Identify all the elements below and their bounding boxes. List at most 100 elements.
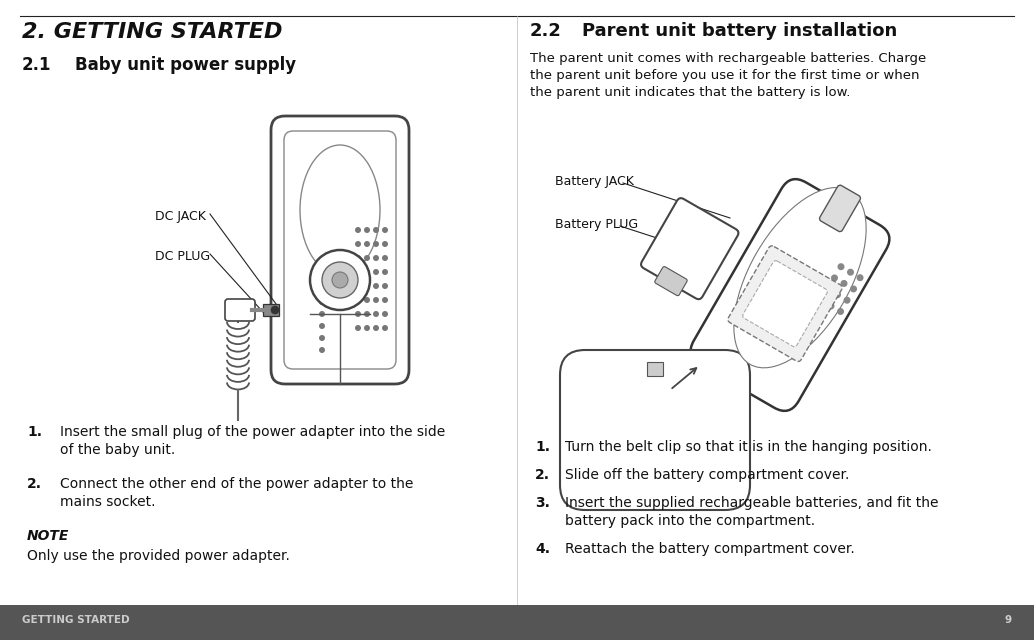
Circle shape	[355, 255, 361, 261]
Text: Insert the small plug of the power adapter into the side: Insert the small plug of the power adapt…	[60, 425, 446, 439]
Circle shape	[364, 227, 370, 233]
FancyBboxPatch shape	[225, 299, 255, 321]
Text: 2.: 2.	[27, 477, 42, 491]
FancyBboxPatch shape	[691, 179, 889, 411]
Circle shape	[382, 325, 388, 331]
Circle shape	[382, 269, 388, 275]
Circle shape	[373, 255, 379, 261]
Circle shape	[847, 269, 854, 276]
Circle shape	[382, 255, 388, 261]
Circle shape	[322, 262, 358, 298]
Circle shape	[373, 311, 379, 317]
Circle shape	[831, 275, 838, 282]
Bar	[647, 362, 663, 376]
Circle shape	[373, 227, 379, 233]
Text: Only use the provided power adapter.: Only use the provided power adapter.	[27, 549, 290, 563]
Circle shape	[824, 285, 831, 292]
FancyBboxPatch shape	[655, 266, 688, 296]
Text: 1.: 1.	[27, 425, 42, 439]
Text: 2.: 2.	[535, 468, 550, 482]
Circle shape	[364, 325, 370, 331]
Text: 3.: 3.	[535, 496, 550, 510]
Text: Slide off the battery compartment cover.: Slide off the battery compartment cover.	[565, 468, 849, 482]
Text: DC PLUG: DC PLUG	[155, 250, 210, 263]
Circle shape	[364, 311, 370, 317]
Text: DC JACK: DC JACK	[155, 210, 206, 223]
Text: Turn the belt clip so that it is in the hanging position.: Turn the belt clip so that it is in the …	[565, 440, 932, 454]
Circle shape	[355, 283, 361, 289]
Circle shape	[355, 311, 361, 317]
FancyBboxPatch shape	[742, 260, 827, 347]
Circle shape	[373, 283, 379, 289]
Circle shape	[856, 274, 863, 281]
Text: NOTE: NOTE	[27, 529, 69, 543]
FancyBboxPatch shape	[641, 198, 738, 300]
Text: 1.: 1.	[535, 440, 550, 454]
Text: the parent unit indicates that the battery is low.: the parent unit indicates that the batte…	[530, 86, 850, 99]
Text: GETTING STARTED: GETTING STARTED	[22, 615, 129, 625]
Ellipse shape	[300, 145, 381, 275]
Bar	[263, 304, 279, 316]
Circle shape	[355, 241, 361, 247]
Circle shape	[320, 323, 325, 329]
Text: Battery PLUG: Battery PLUG	[555, 218, 638, 231]
Text: battery pack into the compartment.: battery pack into the compartment.	[565, 514, 815, 528]
Text: Connect the other end of the power adapter to the: Connect the other end of the power adapt…	[60, 477, 414, 491]
Circle shape	[320, 311, 325, 317]
Circle shape	[382, 297, 388, 303]
Circle shape	[373, 325, 379, 331]
Circle shape	[841, 280, 848, 287]
Circle shape	[355, 227, 361, 233]
Circle shape	[332, 272, 348, 288]
Circle shape	[364, 269, 370, 275]
Text: 2. GETTING STARTED: 2. GETTING STARTED	[22, 22, 282, 42]
Circle shape	[364, 241, 370, 247]
Circle shape	[382, 283, 388, 289]
FancyBboxPatch shape	[284, 131, 396, 369]
Circle shape	[355, 269, 361, 275]
Circle shape	[382, 311, 388, 317]
Text: mains socket.: mains socket.	[60, 495, 155, 509]
FancyBboxPatch shape	[560, 350, 750, 510]
Circle shape	[373, 297, 379, 303]
Circle shape	[355, 325, 361, 331]
Circle shape	[364, 255, 370, 261]
Circle shape	[310, 250, 370, 310]
Text: Baby unit power supply: Baby unit power supply	[75, 56, 296, 74]
Text: of the baby unit.: of the baby unit.	[60, 443, 175, 457]
Circle shape	[834, 291, 841, 298]
Circle shape	[320, 335, 325, 341]
Text: 2.2: 2.2	[530, 22, 561, 40]
Circle shape	[355, 297, 361, 303]
Text: The parent unit comes with rechargeable batteries. Charge: The parent unit comes with rechargeable …	[530, 52, 926, 65]
Circle shape	[818, 297, 825, 304]
Text: Battery JACK: Battery JACK	[555, 175, 634, 188]
FancyBboxPatch shape	[819, 185, 860, 232]
Text: Insert the supplied rechargeable batteries, and fit the: Insert the supplied rechargeable batteri…	[565, 496, 939, 510]
Circle shape	[373, 241, 379, 247]
Circle shape	[320, 347, 325, 353]
FancyBboxPatch shape	[271, 116, 409, 384]
Circle shape	[827, 303, 834, 310]
Circle shape	[838, 308, 844, 315]
Text: the parent unit before you use it for the first time or when: the parent unit before you use it for th…	[530, 69, 919, 82]
Bar	[0, 605, 1034, 640]
Circle shape	[838, 263, 845, 270]
Circle shape	[364, 283, 370, 289]
Circle shape	[850, 285, 857, 292]
Circle shape	[320, 299, 325, 305]
Circle shape	[373, 269, 379, 275]
FancyBboxPatch shape	[728, 246, 842, 362]
Circle shape	[382, 241, 388, 247]
Circle shape	[364, 297, 370, 303]
Text: 9: 9	[1005, 615, 1012, 625]
Circle shape	[320, 287, 325, 293]
Circle shape	[271, 306, 279, 314]
Text: 4.: 4.	[535, 542, 550, 556]
Ellipse shape	[734, 188, 866, 368]
Circle shape	[382, 227, 388, 233]
Text: Reattach the battery compartment cover.: Reattach the battery compartment cover.	[565, 542, 855, 556]
Text: Parent unit battery installation: Parent unit battery installation	[582, 22, 898, 40]
Text: 2.1: 2.1	[22, 56, 52, 74]
Circle shape	[844, 297, 851, 304]
